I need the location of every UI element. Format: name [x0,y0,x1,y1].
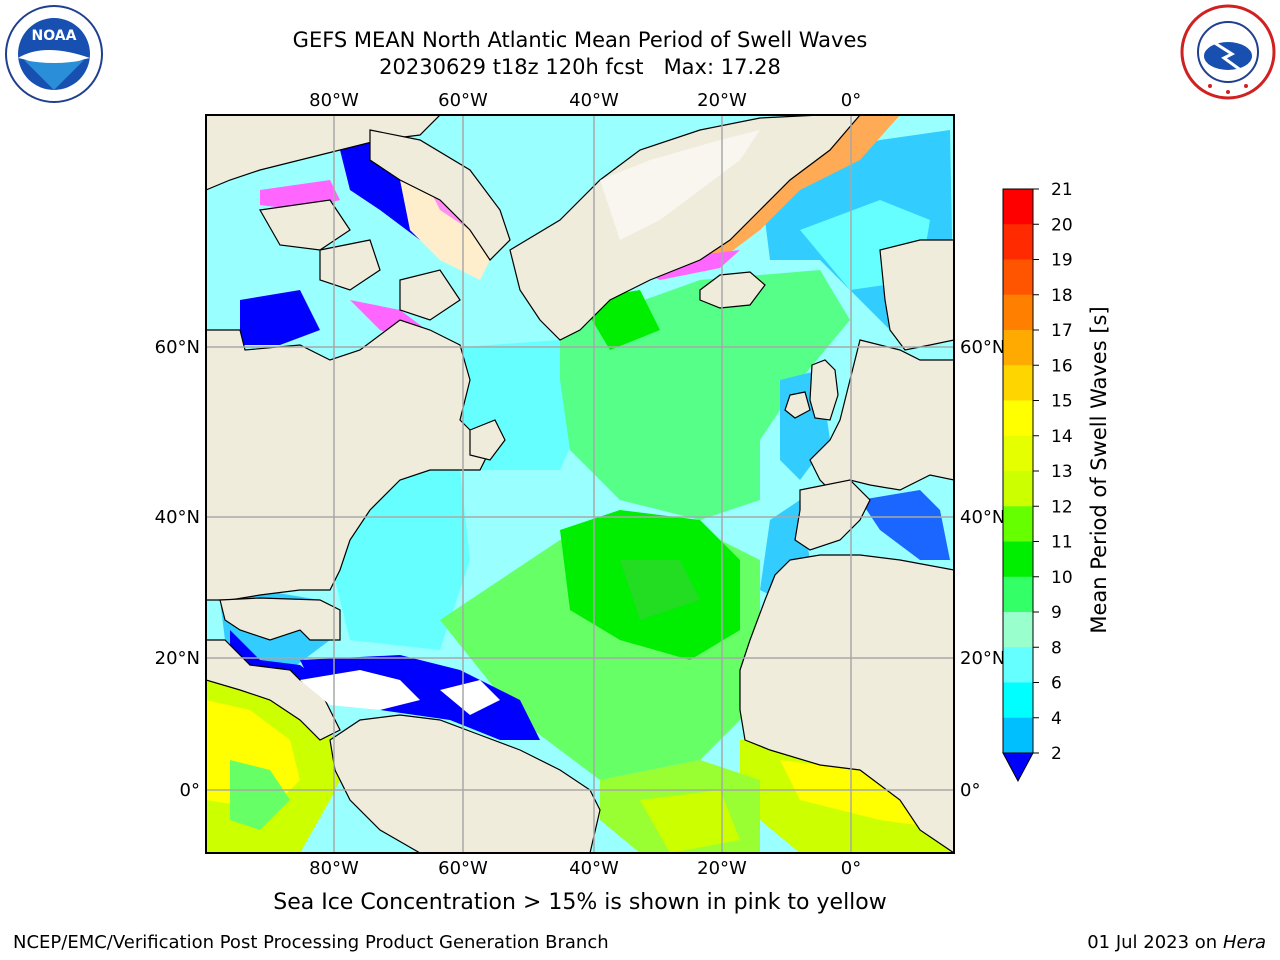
colorbar-tick-label: 14 [1051,427,1073,447]
map-field [206,115,954,853]
footer-machine: Hera [1222,932,1266,953]
lon-label-bottom: 20°W [697,858,747,879]
colorbar-tick-label: 10 [1051,568,1073,588]
footer-credit: NCEP/EMC/Verification Post Processing Pr… [13,932,609,953]
colorbar-tick-label: 4 [1051,709,1062,729]
lon-label-top: 40°W [569,90,619,111]
lat-label-left: 40°N [155,507,200,528]
lon-label-bottom: 60°W [438,858,488,879]
colorbar-extend-arrow [1002,752,1034,783]
chart-title: GEFS MEAN North Atlantic Mean Period of … [292,28,868,52]
colorbar-swatch [1003,506,1033,542]
colorbar-tick-label: 11 [1051,533,1073,553]
sea-ice-note: Sea Ice Concentration > 15% is shown in … [273,890,887,915]
colorbar-tick-label: 17 [1051,321,1073,341]
colorbar-swatch [1003,647,1033,683]
lat-label-left: 60°N [155,337,200,358]
graticule [206,115,954,853]
lat-label-right: 0° [960,780,980,801]
footer-date: 01 Jul 2023 on [1087,932,1223,953]
noaa-logo-icon: NOAA [5,5,103,103]
colorbar-swatch [1003,682,1033,719]
lon-label-bottom: 0° [841,858,861,879]
colorbar-tick-label: 20 [1051,215,1073,235]
lat-label-right: 20°N [960,648,1005,669]
colorbar-tick-label: 6 [1051,674,1062,694]
colorbar-tick-label: 13 [1051,462,1073,482]
colorbar-tick-label: 18 [1051,286,1073,306]
colorbar-swatch [1003,541,1033,578]
colorbar-tick-label: 19 [1051,251,1073,271]
colorbar-swatch [1003,294,1033,331]
colorbar-tick-label: 2 [1051,744,1062,764]
colorbar-swatch [1003,435,1033,472]
colorbar-tick-label: 8 [1051,638,1062,658]
colorbar: 21 20 19 18 17 16 15 14 13 12 11 10 9 8 6 4 2 [1002,180,1073,783]
colorbar-swatch [1003,471,1033,507]
colorbar-swatch [1003,189,1033,225]
lon-label-bottom: 80°W [309,858,359,879]
colorbar-swatch [1003,259,1033,296]
lon-label-top: 60°W [438,90,488,111]
nws-logo-icon [1180,4,1276,100]
colorbar-swatch [1003,612,1033,648]
footer-timestamp: 01 Jul 2023 on Hera [1087,932,1266,953]
lat-label-left: 20°N [155,648,200,669]
colorbar-swatch [1003,576,1033,613]
colorbar-tick-label: 16 [1051,356,1073,376]
colorbar-tick-label: 9 [1051,603,1062,623]
lat-label-right: 40°N [960,507,1005,528]
map-frame [205,114,955,854]
noaa-logo-text: NOAA [32,28,77,44]
colorbar-swatch [1003,717,1033,754]
lon-label-top: 20°W [697,90,747,111]
colorbar-tick-label: 12 [1051,497,1073,517]
lat-label-right: 60°N [960,337,1005,358]
colorbar-tick-label: 21 [1051,180,1073,200]
lon-label-bottom: 40°W [569,858,619,879]
colorbar-tick-label: 15 [1051,392,1073,412]
lat-label-left: 0° [180,780,200,801]
colorbar-label: Mean Period of Swell Waves [s] [1087,306,1111,633]
lon-label-top: 80°W [309,90,359,111]
colorbar-swatch [1003,365,1033,401]
lon-label-top: 0° [841,90,861,111]
colorbar-swatch [1003,400,1033,437]
colorbar-swatch [1003,330,1033,366]
colorbar-swatch [1003,224,1033,260]
chart-subtitle: 20230629 t18z 120h fcst Max: 17.28 [379,55,781,79]
